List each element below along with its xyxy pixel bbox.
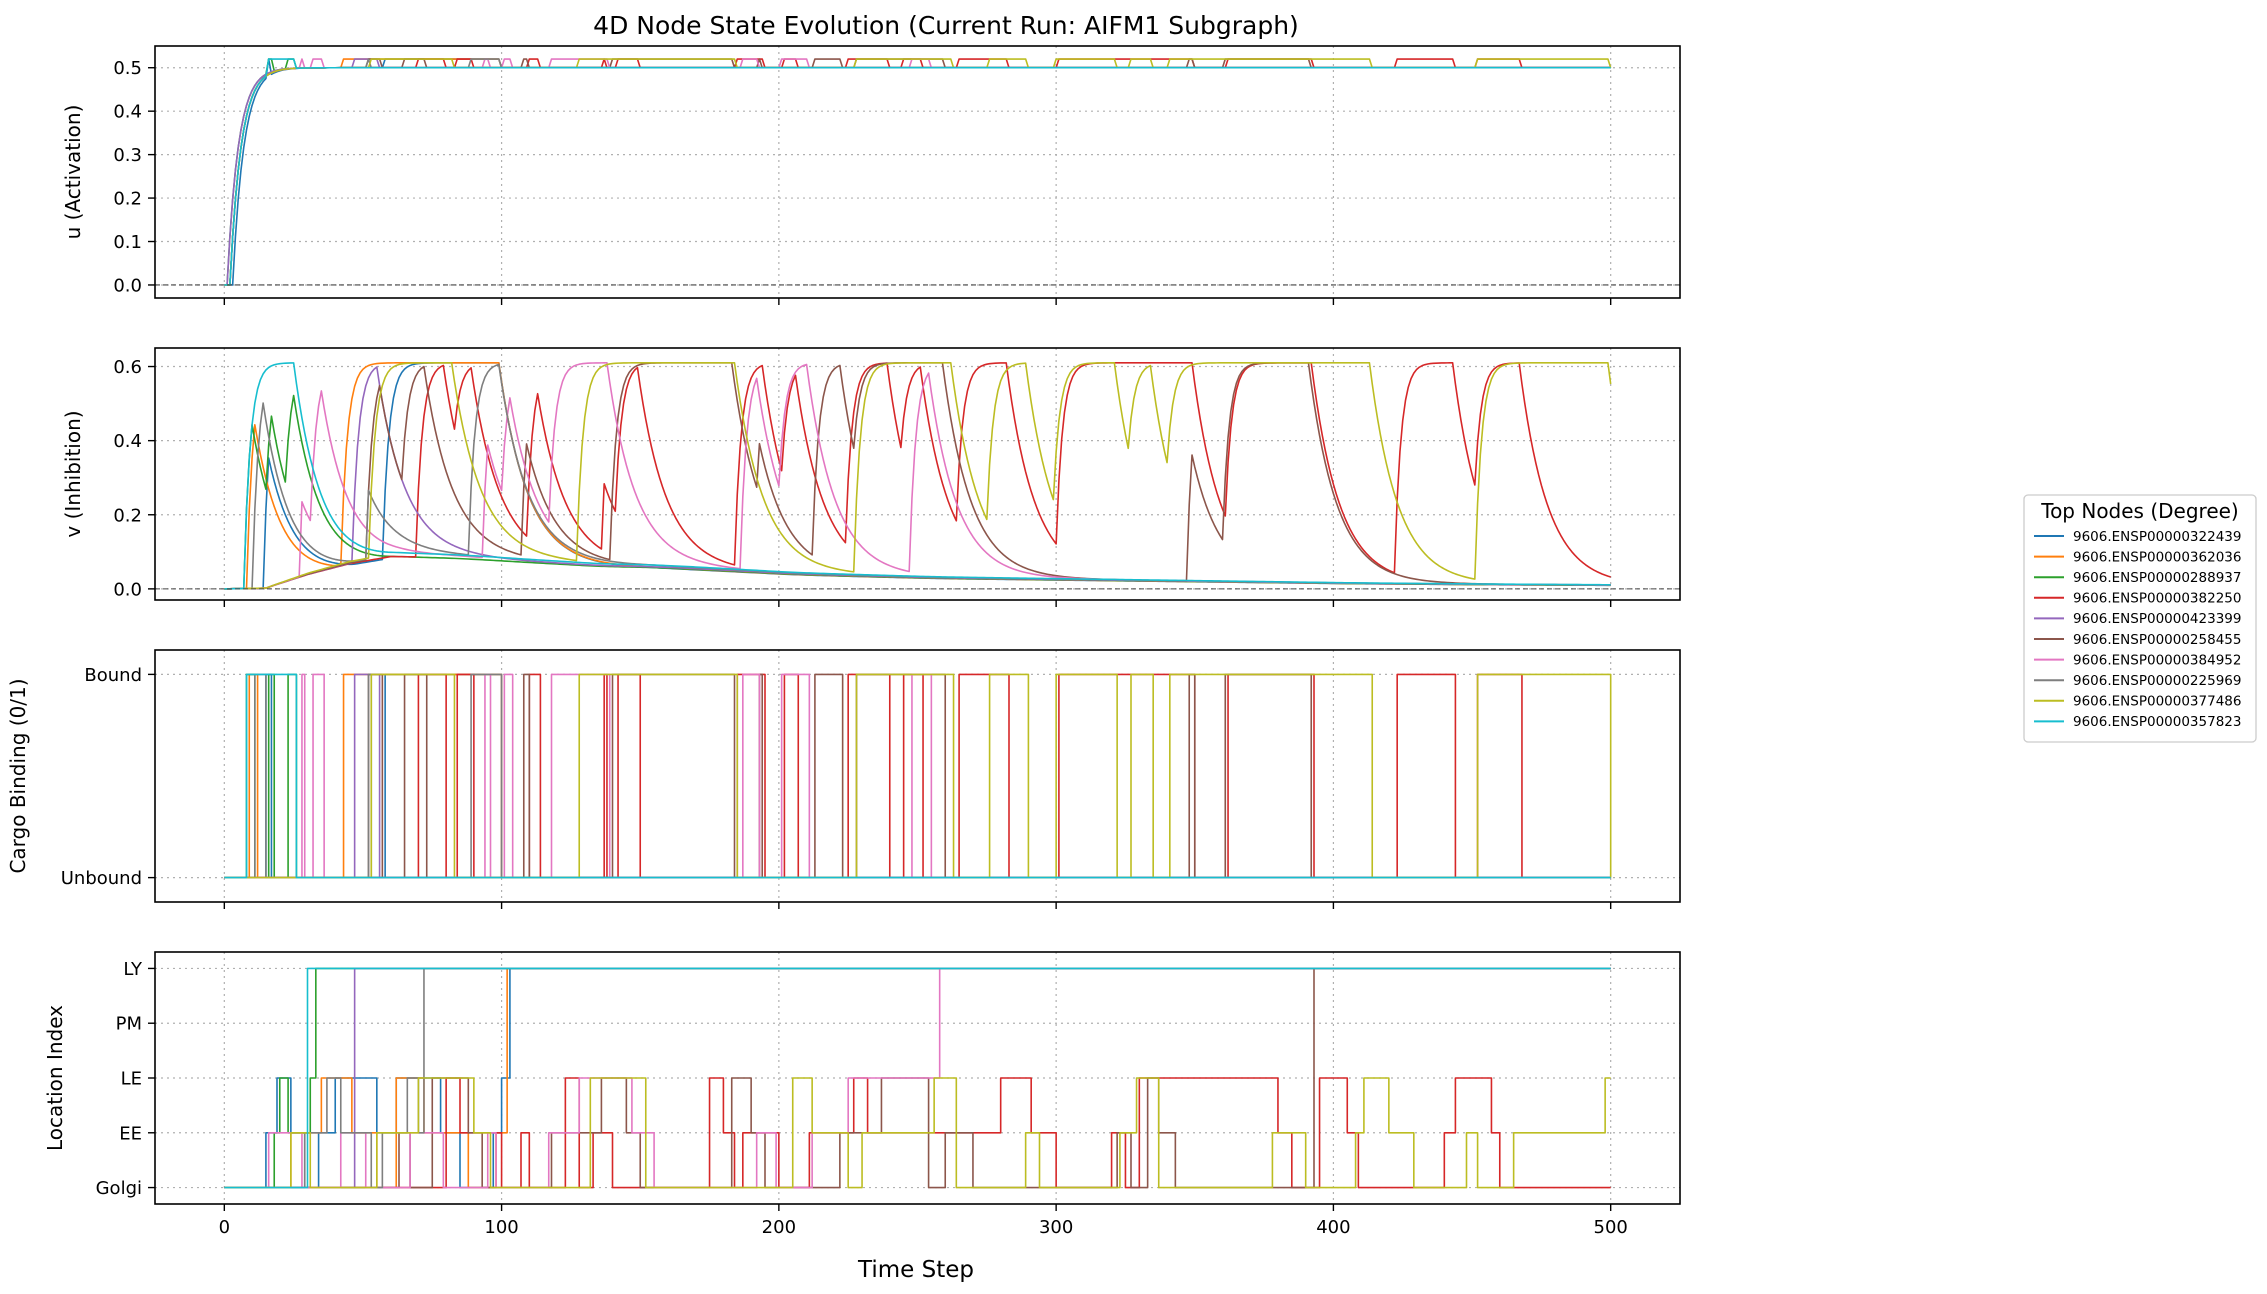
panel-3: Unbound Bound Cargo Binding (0/1) [6,649,1681,909]
series-line-9606.ENSP00000357823 [224,362,1611,590]
legend-label: 9606.ENSP00000225969 [2073,673,2241,689]
series-line-9606.ENSP00000288937 [224,673,1611,879]
y-tick-label: 0.4 [113,102,142,123]
series-line-9606.ENSP00000382250 [224,673,1611,879]
legend-label: 9606.ENSP00000384952 [2073,652,2241,668]
series-line-9606.ENSP00000382250 [224,362,1611,590]
series-line-9606.ENSP00000322439 [224,362,1611,590]
y-tick-label: 0.5 [113,58,142,79]
y-tick-label: Golgi [96,1178,142,1199]
panel-frame [154,45,1681,299]
series-line-9606.ENSP00000377486 [224,673,1612,879]
x-tick-label: 500 [1594,1217,1628,1238]
y-axis-label: v (Inhibition) [61,410,85,537]
x-tick-label: 300 [1039,1217,1073,1238]
legend-label: 9606.ENSP00000357823 [2073,714,2241,730]
series-line-9606.ENSP00000362036 [224,362,1611,590]
series-line-9606.ENSP00000377486 [224,58,1612,286]
legend-label: 9606.ENSP00000322439 [2073,529,2241,545]
x-axis-label: Time Step [857,1257,974,1283]
series-line-9606.ENSP00000357823 [224,673,1611,879]
chart-panels: 0.00.10.20.30.40.5u (Activation)0.00.20.… [6,45,1681,1238]
x-tick-label: 200 [762,1217,796,1238]
series-line-9606.ENSP00000225969 [224,363,1611,590]
series-group [224,967,1611,1189]
panel-4: Golgi EE LE PM LY 0 100 200 300 400 500 Location In… [43,951,1681,1238]
legend: Top Nodes (Degree) 9606.ENSP000003224399… [2023,494,2257,743]
y-tick-label: 0.1 [113,232,142,253]
x-tick-label: 0 [219,1217,230,1238]
series-line-9606.ENSP00000384952 [224,58,1611,286]
legend-label: 9606.ENSP00000258455 [2073,632,2241,648]
y-tick-label: Unbound [61,868,142,889]
series-line-9606.ENSP00000382250 [224,58,1611,286]
x-tick-label: 400 [1316,1217,1350,1238]
y-tick-label: EE [119,1123,142,1144]
y-tick-label: 0.4 [113,431,142,452]
series-line-9606.ENSP00000377486 [224,1077,1611,1189]
legend-items: 9606.ENSP00000322439 9606.ENSP00000362036… [2034,529,2241,730]
legend-label: 9606.ENSP00000423399 [2073,611,2241,627]
series-line-9606.ENSP00000258455 [224,673,1611,879]
y-axis-label: u (Activation) [61,105,85,240]
legend-frame [2023,494,2257,743]
legend-label: 9606.ENSP00000377486 [2073,694,2241,710]
legend-title: Top Nodes (Degree) [2040,499,2238,523]
series-line-9606.ENSP00000288937 [224,58,1611,286]
y-tick-label: LE [121,1069,142,1090]
series-line-9606.ENSP00000322439 [224,673,1611,879]
series-line-9606.ENSP00000225969 [224,58,1611,286]
y-tick-label: Bound [84,665,142,686]
y-tick-label: 0.6 [113,357,142,378]
series-line-9606.ENSP00000423399 [224,58,1611,286]
series-line-9606.ENSP00000384952 [224,362,1611,590]
legend-label: 9606.ENSP00000288937 [2073,570,2241,586]
series-line-9606.ENSP00000423399 [224,673,1611,879]
y-tick-label: PM [116,1014,142,1035]
series-line-9606.ENSP00000362036 [224,58,1611,286]
series-line-9606.ENSP00000258455 [224,362,1611,590]
y-tick-label: 0.0 [113,275,142,296]
series-line-9606.ENSP00000357823 [224,967,1611,1189]
y-tick-label: 0.3 [113,145,142,166]
series-line-9606.ENSP00000357823 [224,58,1611,286]
series-line-9606.ENSP00000322439 [224,58,1611,286]
series-line-9606.ENSP00000225969 [224,673,1611,879]
series-group [224,58,1612,286]
legend-label: 9606.ENSP00000382250 [2073,591,2241,607]
series-line-9606.ENSP00000423399 [224,366,1611,590]
chart-title: 4D Node State Evolution (Current Run: AI… [593,11,1299,40]
series-line-9606.ENSP00000377486 [224,362,1612,590]
y-tick-label: 0.2 [113,505,142,526]
legend-label: 9606.ENSP00000362036 [2073,549,2241,565]
series-group [224,362,1612,590]
y-axis-label: Location Index [43,1005,67,1151]
x-tick-label: 100 [484,1217,518,1238]
y-tick-label: LY [123,959,143,980]
y-tick-label: 0.2 [113,189,142,210]
panel-frame [154,347,1681,601]
panel-frame [154,649,1681,903]
series-line-9606.ENSP00000384952 [224,673,1611,879]
y-tick-label: 0.0 [113,579,142,600]
series-line-9606.ENSP00000258455 [224,58,1611,286]
series-line-9606.ENSP00000362036 [224,673,1611,879]
y-axis-label: Cargo Binding (0/1) [6,678,30,873]
panel-1: 0.0 0.1 0.2 0.3 0.4 0.5 u (Activation) [61,45,1681,305]
series-group [224,673,1612,879]
panel-2: 0.0 0.2 0.4 0.6 v (Inhibition) [61,347,1681,607]
